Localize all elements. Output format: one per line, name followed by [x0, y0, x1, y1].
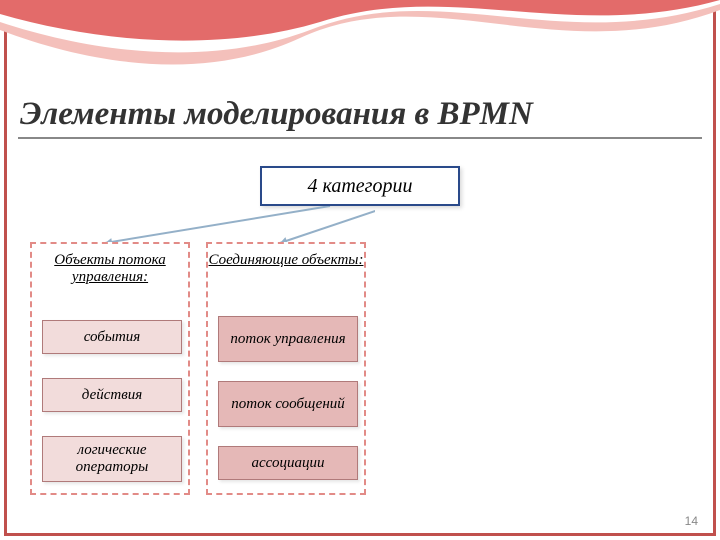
column-header: Соединяющие объекты: [208, 252, 364, 269]
page-title: Элементы моделирования в BPMN [20, 96, 533, 133]
page-number: 14 [685, 514, 698, 528]
category-item: ассоциации [218, 446, 358, 480]
category-item: поток сообщений [218, 381, 358, 427]
category-item: логические операторы [42, 436, 182, 482]
root-category-label: 4 категории [308, 175, 413, 198]
swoosh-mid [0, 0, 720, 52]
category-item: действия [42, 378, 182, 412]
header-swoosh [0, 0, 720, 90]
category-item: события [42, 320, 182, 354]
root-category-box: 4 категории [260, 166, 460, 206]
category-item: поток управления [218, 316, 358, 362]
category-column: Объекты потока управления: события действи… [30, 242, 190, 495]
column-header: Объекты потока управления: [32, 252, 188, 286]
title-underline [18, 137, 702, 139]
swoosh-inner [0, 0, 720, 41]
swoosh-outer [0, 0, 720, 64]
category-column: Соединяющие объекты: поток управления пото… [206, 242, 366, 495]
